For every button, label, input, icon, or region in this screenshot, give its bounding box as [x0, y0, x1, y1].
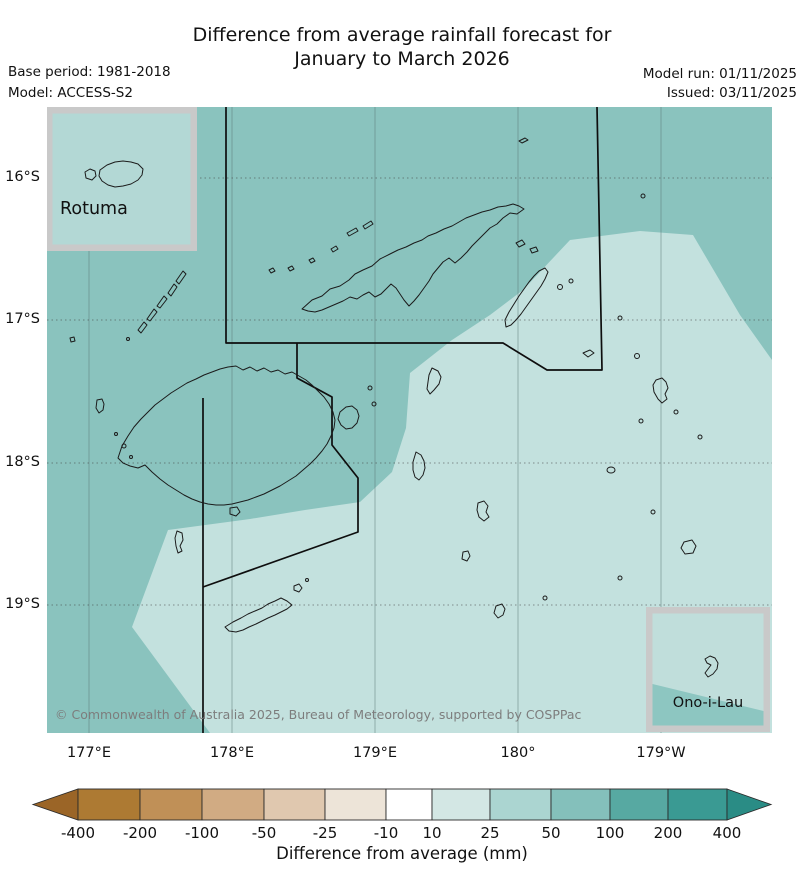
colorbar-tick: 25	[480, 824, 500, 842]
map-light-region-25-50mm	[132, 231, 772, 733]
colorbar-tick: -10	[373, 824, 399, 842]
small-islands-north	[268, 137, 539, 274]
page-title: Difference from average rainfall forecas…	[0, 23, 804, 71]
colorbar-segment	[550, 788, 611, 821]
colorbar-right-arrow	[726, 788, 773, 821]
colorbar-tick: 10	[422, 824, 442, 842]
colorbar-segment	[431, 788, 491, 821]
colorbar-segment	[263, 788, 326, 821]
copyright-text: © Commonwealth of Australia 2025, Bureau…	[55, 707, 581, 722]
taveuni-island	[504, 267, 549, 328]
colorbar-tick: 200	[653, 824, 683, 842]
colorbar-tick: -200	[122, 824, 158, 842]
ono-inset-label: Ono-i-Lau	[673, 695, 743, 711]
model-run-label: Model run: 01/11/2025	[642, 66, 797, 82]
latitude-gridlines	[47, 177, 772, 606]
x-axis-label-179e: 179°E	[352, 745, 398, 761]
coastlines	[69, 137, 724, 680]
model-label: Model: ACCESS-S2	[8, 85, 133, 101]
lomaiviti-group	[293, 367, 442, 593]
colorbar-caption: Difference from average (mm)	[276, 844, 528, 863]
colorbar-segment	[489, 788, 552, 821]
small-islands-west	[69, 336, 241, 554]
x-axis-label-178e: 178°E	[209, 745, 255, 761]
y-axis-label-16s: 16°S	[5, 169, 40, 185]
colorbar-tick: 400	[712, 824, 742, 842]
rotuma-inset-label: Rotuma	[60, 199, 128, 219]
colorbar-tick: -50	[251, 824, 277, 842]
x-axis-label-179w: 179°W	[636, 745, 686, 761]
base-period-label: Base period: 1981-2018	[8, 64, 171, 80]
y-axis-label-17s: 17°S	[5, 311, 40, 327]
viti-levu-island	[117, 365, 336, 506]
colorbar-segment	[77, 788, 141, 821]
colorbar	[31, 788, 773, 821]
ono-i-lau-island	[704, 655, 719, 678]
vanua-levu-island	[301, 203, 525, 313]
forecast-zone-boundaries	[202, 107, 603, 733]
colorbar-segment	[324, 788, 387, 821]
ono-i-lau-inset: Ono-i-Lau	[646, 607, 770, 732]
colorbar-segment	[385, 788, 433, 821]
colorbar-tick: -100	[184, 824, 220, 842]
title-line2: January to March 2026	[294, 48, 510, 70]
rotuma-island	[84, 160, 144, 188]
colorbar-tick: -25	[312, 824, 338, 842]
colorbar-tick: -400	[60, 824, 96, 842]
rotuma-inset-background	[52, 113, 191, 245]
title-line1: Difference from average rainfall forecas…	[192, 24, 612, 46]
colorbar-left-arrow	[31, 788, 79, 821]
rotuma-inset: Rotuma	[47, 107, 197, 251]
kadavu-island	[224, 597, 293, 633]
x-axis-label-177e: 177°E	[66, 745, 112, 761]
forecast-map: Rotuma Ono-i-Lau © Commonwealth of Austr…	[47, 107, 772, 733]
colorbar-tick: 100	[595, 824, 625, 842]
issued-label: Issued: 03/11/2025	[666, 85, 797, 101]
colorbar-segment	[667, 788, 728, 821]
y-axis-label-18s: 18°S	[5, 454, 40, 470]
colorbar-tick: 50	[541, 824, 561, 842]
y-axis-label-19s: 19°S	[5, 596, 40, 612]
ovalau-island	[337, 405, 360, 430]
colorbar-segment	[609, 788, 669, 821]
x-axis-label-180: 180°	[500, 745, 536, 761]
ono-inset-dark-region	[652, 684, 764, 726]
colorbar-segment	[201, 788, 265, 821]
yasawa-group	[137, 270, 187, 334]
scattered-islets	[114, 193, 724, 680]
lau-group	[461, 349, 697, 619]
colorbar-segment	[139, 788, 203, 821]
